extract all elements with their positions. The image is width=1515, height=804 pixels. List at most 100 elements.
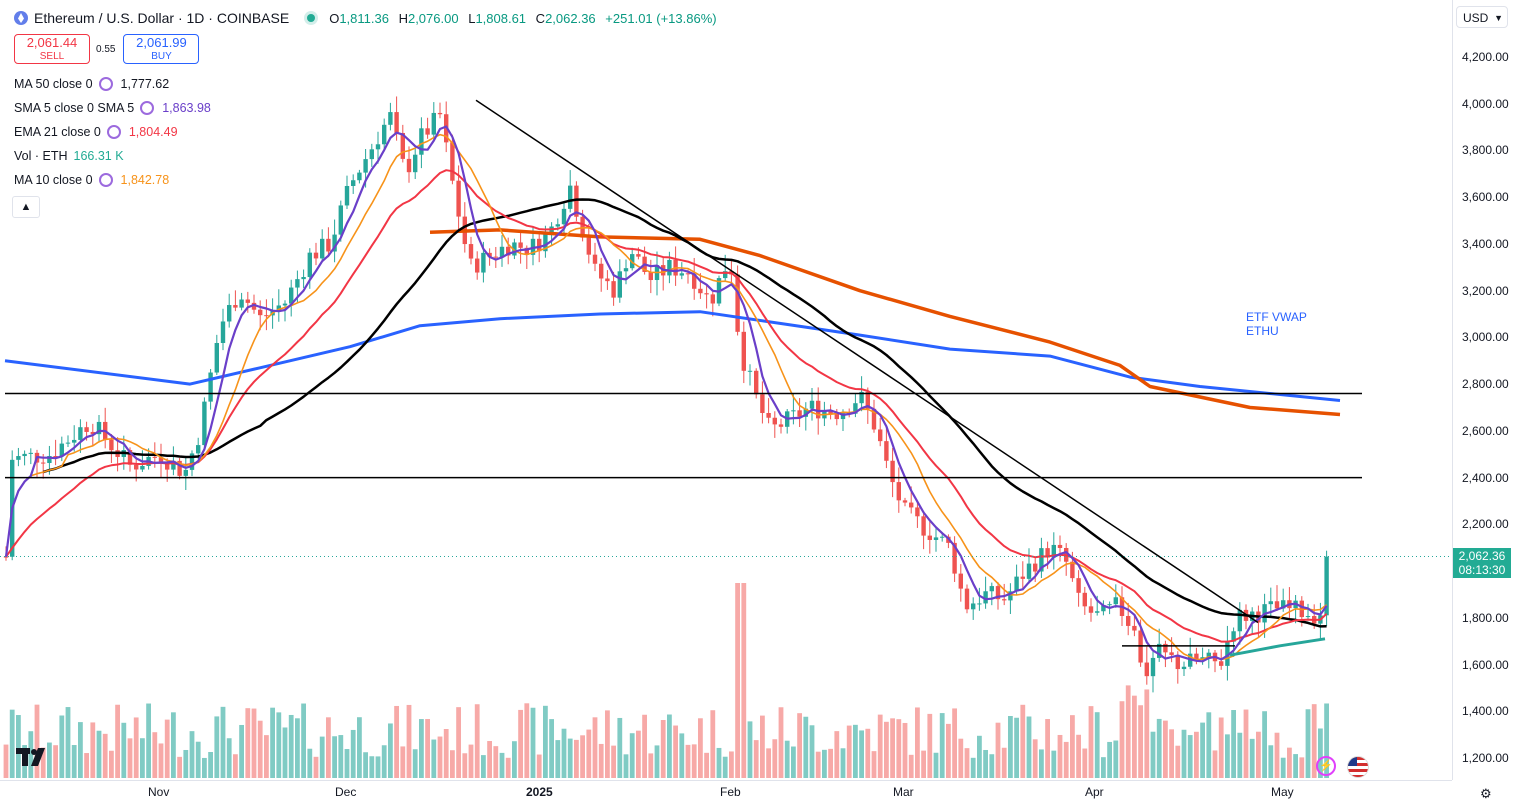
etf-annotation[interactable]: ETF VWAP ETHU bbox=[1246, 310, 1307, 338]
indicator-ema21[interactable]: EMA 21 close 0 1,804.49 bbox=[14, 125, 178, 139]
volume-bar bbox=[611, 745, 616, 778]
indicator-ma50[interactable]: MA 50 close 0 1,777.62 bbox=[14, 77, 169, 91]
volume-bar bbox=[183, 749, 189, 778]
volume-bar bbox=[499, 752, 505, 778]
candle-body bbox=[233, 305, 238, 308]
volume-bar bbox=[1144, 689, 1150, 778]
candle-body bbox=[369, 149, 374, 160]
indicator-volume[interactable]: Vol · ETH 166.31 K bbox=[14, 149, 124, 163]
volume-bar bbox=[437, 736, 443, 778]
us-flag-icon[interactable] bbox=[1347, 756, 1369, 778]
time-tick-label: May bbox=[1271, 785, 1294, 799]
volume-bar bbox=[828, 748, 833, 778]
volume-bar bbox=[1125, 685, 1131, 778]
price-chart[interactable] bbox=[0, 0, 1452, 780]
volume-bar bbox=[1070, 715, 1075, 778]
volume-bar bbox=[859, 730, 864, 778]
volume-bar bbox=[71, 745, 77, 778]
indicator-value: 1,842.78 bbox=[120, 173, 170, 187]
candle-body bbox=[692, 274, 697, 289]
volume-bar bbox=[443, 729, 449, 778]
candle-body bbox=[1225, 641, 1230, 666]
indicator-sma5[interactable]: SMA 5 close 0 SMA 5 1,863.98 bbox=[14, 101, 211, 115]
time-tick-label: Mar bbox=[893, 785, 914, 799]
volume-bar bbox=[791, 746, 796, 778]
flash-icon[interactable]: ⚡ bbox=[1316, 756, 1336, 776]
sell-button[interactable]: 2,061.44 SELL bbox=[14, 34, 90, 64]
candle-body bbox=[456, 180, 461, 217]
volume-bar bbox=[1237, 732, 1243, 778]
price-tick-label: 3,200.00 bbox=[1462, 283, 1509, 298]
volume-bar bbox=[1305, 709, 1311, 778]
buy-button[interactable]: 2,061.99 BUY bbox=[123, 34, 200, 64]
candle-body bbox=[127, 450, 133, 465]
candle-body bbox=[636, 254, 641, 257]
sell-price: 2,061.44 bbox=[26, 35, 78, 50]
candle-body bbox=[512, 242, 517, 256]
volume-bar bbox=[784, 740, 790, 778]
chevron-up-icon: ▲ bbox=[20, 201, 32, 213]
tradingview-logo-icon[interactable] bbox=[16, 746, 50, 768]
candle-body bbox=[363, 159, 368, 173]
candle-body bbox=[140, 465, 145, 470]
trade-panel: 2,061.44 SELL 0.55 2,061.99 BUY bbox=[14, 34, 200, 64]
candle-body bbox=[239, 299, 244, 308]
candle-body bbox=[909, 502, 914, 508]
volume-bar bbox=[722, 756, 728, 778]
price-axis[interactable] bbox=[1452, 0, 1515, 780]
candle-body bbox=[400, 132, 405, 159]
volume-bar bbox=[456, 707, 461, 778]
candle-body bbox=[1033, 563, 1038, 572]
volume-bar bbox=[536, 754, 542, 778]
candle-body bbox=[1126, 615, 1131, 626]
candle-body bbox=[995, 586, 1001, 600]
currency-label: USD bbox=[1463, 11, 1489, 25]
buy-price: 2,061.99 bbox=[136, 35, 187, 50]
candle-body bbox=[989, 586, 994, 592]
indicator-name: MA 10 close 0 bbox=[14, 173, 93, 187]
volume-bar bbox=[1280, 757, 1286, 778]
volume-bar bbox=[1008, 716, 1013, 778]
volume-bar bbox=[927, 713, 933, 778]
volume-bar bbox=[313, 756, 319, 778]
volume-bar bbox=[592, 717, 598, 778]
volume-bar bbox=[605, 710, 610, 778]
price-tick-label: 4,000.00 bbox=[1462, 96, 1509, 111]
candle-body bbox=[189, 453, 195, 470]
volume-bar bbox=[636, 730, 641, 778]
indicator-settings-icon[interactable] bbox=[106, 125, 121, 139]
gear-icon[interactable]: ⚙ bbox=[1480, 786, 1492, 801]
volume-bar bbox=[195, 741, 201, 778]
volume-bar bbox=[753, 740, 759, 778]
volume-bar bbox=[629, 733, 635, 778]
candle-body bbox=[413, 154, 418, 173]
volume-bar bbox=[1287, 747, 1292, 778]
candle-body bbox=[109, 439, 114, 451]
volume-bar bbox=[251, 708, 257, 778]
candle-body bbox=[227, 305, 232, 322]
candle-body bbox=[884, 441, 889, 461]
volume-bar bbox=[840, 748, 846, 778]
volume-bar bbox=[1101, 757, 1106, 778]
volume-bar bbox=[1181, 729, 1187, 778]
volume-bar bbox=[375, 756, 381, 778]
trendline[interactable] bbox=[475, 99, 1259, 624]
teal-ma-line bbox=[1229, 637, 1326, 657]
indicator-settings-icon[interactable] bbox=[98, 77, 113, 91]
currency-select[interactable]: USD ▼ bbox=[1456, 6, 1508, 28]
volume-bar bbox=[853, 724, 858, 778]
indicator-ma10[interactable]: MA 10 close 0 1,842.78 bbox=[14, 173, 169, 187]
candle-body bbox=[1268, 601, 1273, 605]
indicator-settings-icon[interactable] bbox=[98, 173, 113, 187]
candle-body bbox=[78, 427, 83, 440]
volume-bar bbox=[239, 724, 244, 778]
volume-bar bbox=[78, 722, 83, 778]
indicator-settings-icon[interactable] bbox=[140, 101, 155, 115]
volume-bar bbox=[412, 749, 418, 778]
chart-title[interactable]: Ethereum / U.S. Dollar · 1D · COINBASE bbox=[34, 10, 290, 26]
candle-body bbox=[1219, 661, 1224, 666]
candle-body bbox=[437, 112, 443, 115]
collapse-legend-button[interactable]: ▲ bbox=[12, 196, 40, 218]
indicator-value: 1,777.62 bbox=[120, 77, 170, 91]
time-axis[interactable] bbox=[0, 780, 1452, 804]
